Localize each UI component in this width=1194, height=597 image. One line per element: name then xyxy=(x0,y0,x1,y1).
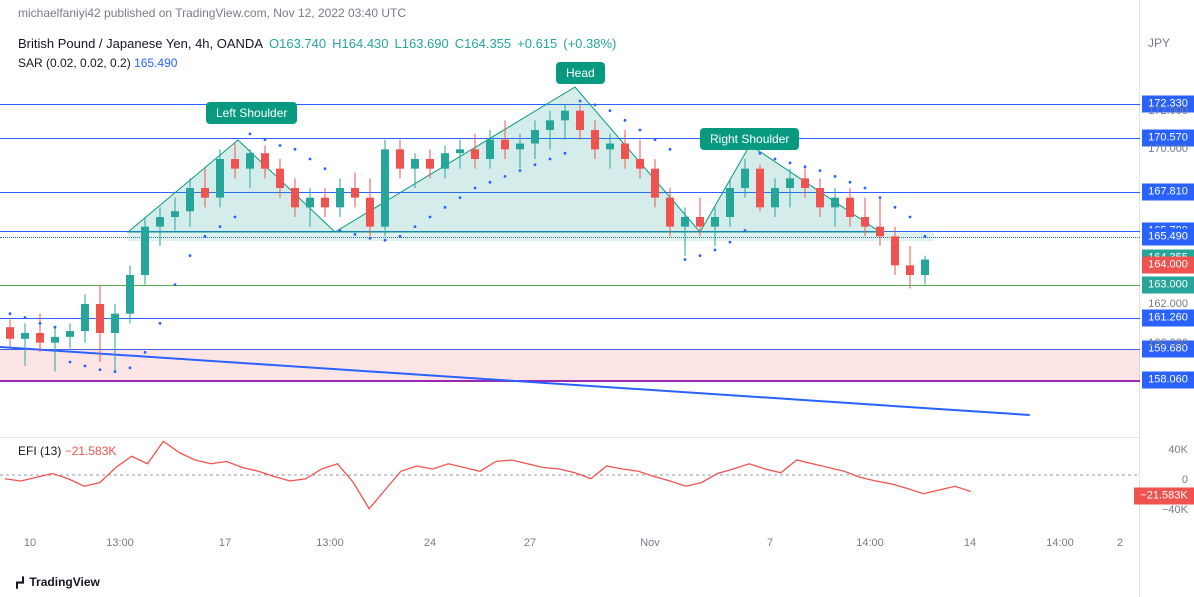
alert-price-tag: 163.000 xyxy=(1142,276,1194,293)
currency-label: JPY xyxy=(1148,36,1170,50)
x-tick: Nov xyxy=(640,537,660,549)
x-tick: 7 xyxy=(767,537,773,549)
y-axis-label: 172.000 xyxy=(1148,105,1188,117)
efi-y-label: 0 xyxy=(1182,474,1188,486)
sar-price-tag: 165.490 xyxy=(1142,228,1194,245)
y-axis-label: 162.000 xyxy=(1148,298,1188,310)
x-tick: 14:00 xyxy=(1046,537,1074,549)
price-tag: 167.810 xyxy=(1142,183,1194,200)
efi-chart xyxy=(0,420,1140,530)
x-tick: 14:00 xyxy=(856,537,884,549)
x-tick: 14 xyxy=(964,537,976,549)
x-tick: 17 xyxy=(219,537,231,549)
price-tag: 158.060 xyxy=(1142,372,1194,389)
efi-y-label: 40K xyxy=(1168,444,1188,456)
efi-value-tag: −21.583K xyxy=(1134,488,1194,505)
tradingview-watermark: ┏┛ TradingView xyxy=(14,575,100,589)
x-axis: 10 13:00 17 13:00 24 27 Nov 7 14:00 14 14:00 2 xyxy=(0,537,1140,557)
efi-y-label: −40K xyxy=(1162,504,1188,516)
x-tick: 13:00 xyxy=(106,537,134,549)
countdown-tag: 164.000 xyxy=(1142,257,1194,274)
x-tick: 24 xyxy=(424,537,436,549)
x-tick: 2 xyxy=(1117,537,1123,549)
y-axis-label: 170.000 xyxy=(1148,143,1188,155)
price-chart xyxy=(0,0,1140,420)
price-tag: 161.260 xyxy=(1142,310,1194,327)
x-tick: 10 xyxy=(24,537,36,549)
y-axis-label: 160.000 xyxy=(1148,337,1188,349)
x-tick: 13:00 xyxy=(316,537,344,549)
x-tick: 27 xyxy=(524,537,536,549)
